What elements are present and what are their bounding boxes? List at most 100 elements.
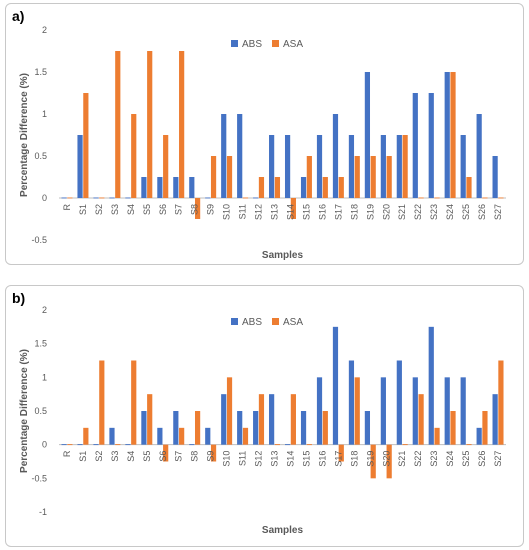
bar-asa-s8 xyxy=(194,411,201,445)
bar-abs-s22 xyxy=(412,377,418,445)
x-tick-label: S24 xyxy=(445,204,455,220)
bar-abs-s18 xyxy=(348,360,355,445)
x-tick-label: S14 xyxy=(285,451,295,467)
bar-asa-s18 xyxy=(354,377,360,445)
bar-asa-s1 xyxy=(83,427,89,445)
bar-asa-s20 xyxy=(386,444,392,479)
x-tick-label: S8 xyxy=(190,204,200,215)
bar-asa-s12 xyxy=(258,177,265,198)
bar-abs-s16 xyxy=(316,135,323,198)
bar-asa-s16 xyxy=(322,411,328,445)
x-tick-label: R xyxy=(62,204,72,211)
bar-abs-s7 xyxy=(173,177,179,198)
x-tick-label: S12 xyxy=(254,451,264,467)
bar-abs-s6 xyxy=(157,427,163,445)
bar-abs-s7 xyxy=(173,411,179,445)
bar-asa-s6 xyxy=(163,444,169,462)
x-tick-label: S27 xyxy=(493,451,503,467)
bar-chart-a: -0.5 0 0.5 1 1.5 2 R S1 S2 S3 S4 S5 S6 S7 S8 S9 S10 S11 S1… xyxy=(19,25,506,261)
bar-abs-s1 xyxy=(77,444,83,446)
bar-abs-s18 xyxy=(348,135,355,198)
bar-asa-s9 xyxy=(210,444,217,462)
bar-asa-s2 xyxy=(99,360,105,445)
chart-panel-b: b) -1 -0.5 0 0.5 1 1.5 2 R S1 S2 S3 S4 S5 S6 S7 S8 S9 S10… xyxy=(5,285,524,547)
x-tick-label: S16 xyxy=(317,204,327,220)
bar-asa-s27 xyxy=(498,360,504,445)
bar-abs-s13 xyxy=(269,135,275,198)
x-tick-label: S26 xyxy=(477,204,487,220)
panel-label-b: b) xyxy=(12,290,26,306)
bar-asa-s22 xyxy=(418,197,424,199)
bar-abs-s12 xyxy=(253,411,259,445)
x-tick-label: S5 xyxy=(142,204,152,215)
y-tick-label: -1 xyxy=(39,507,47,517)
bar-abs-s6 xyxy=(157,177,163,198)
bar-asa-s13 xyxy=(274,177,281,198)
bar-asa-s17 xyxy=(338,177,344,198)
legend-swatch-abs xyxy=(231,318,238,325)
y-tick-label: 1.5 xyxy=(34,67,47,77)
x-tick-label: S9 xyxy=(206,451,216,462)
bar-abs-s10 xyxy=(221,394,227,445)
legend-swatch-asa xyxy=(272,318,279,325)
x-tick-label: S25 xyxy=(461,451,471,467)
bar-asa-s22 xyxy=(418,394,424,445)
x-tick-label: S15 xyxy=(301,451,311,467)
bar-abs-s27 xyxy=(492,156,498,198)
bar-abs-s4 xyxy=(125,197,131,199)
bar-asa-s11 xyxy=(242,197,249,199)
x-tick-label: S17 xyxy=(333,204,343,220)
bar-abs-s8 xyxy=(189,177,195,198)
bar-abs-s4 xyxy=(125,444,131,446)
legend-label-asa: ASA xyxy=(283,39,303,50)
bar-asa-s5 xyxy=(147,394,153,445)
bar-abs-s22 xyxy=(412,93,418,198)
y-tick-label: 2 xyxy=(42,25,47,35)
x-tick-label: S11 xyxy=(238,451,248,466)
x-tick-label: S13 xyxy=(270,204,280,220)
bar-abs-s14 xyxy=(284,444,291,446)
bar-asa-s26 xyxy=(482,197,488,199)
bar-asa-s15 xyxy=(306,156,312,198)
bar-asa-s3 xyxy=(115,51,121,198)
bar-asa-s2 xyxy=(99,197,105,199)
x-tick-label: S21 xyxy=(397,204,407,220)
y-tick-label: 0 xyxy=(42,440,47,450)
x-tick-label: S8 xyxy=(190,451,200,462)
bar-abs-s16 xyxy=(316,377,323,445)
x-tick-label: R xyxy=(62,450,72,457)
x-tick-label: S27 xyxy=(493,204,503,220)
x-tick-label: S22 xyxy=(413,204,423,220)
bar-abs-s11 xyxy=(237,114,243,198)
x-tick-label: S10 xyxy=(222,451,232,467)
y-axis-title: Percentage Difference (%) xyxy=(19,73,30,197)
bar-abs-s8 xyxy=(189,444,195,446)
bar-abs-r xyxy=(61,197,67,199)
x-tick-label: S13 xyxy=(270,451,280,467)
bar-abs-s11 xyxy=(237,411,243,445)
bar-chart-b: -1 -0.5 0 0.5 1 1.5 2 R S1 S2 S3 S4 S5 S6 S7 S8 S9 S10 S11… xyxy=(19,305,506,536)
x-tick-label: S19 xyxy=(365,451,375,467)
chart-panel-a: a) -0.5 0 0.5 1 1.5 2 R S1 S2 S3 S4 S5 S6 S7 S8 S9 S10 S1… xyxy=(5,3,524,265)
bar-asa-s23 xyxy=(434,427,440,445)
bar-abs-s26 xyxy=(476,427,482,445)
bar-asa-s12 xyxy=(258,394,265,445)
y-tick-label: 0 xyxy=(42,193,47,203)
y-tick-label: -0.5 xyxy=(31,473,47,483)
bar-abs-s10 xyxy=(221,114,227,198)
bar-abs-s21 xyxy=(396,135,402,198)
bar-abs-s2 xyxy=(93,197,99,199)
bar-asa-s3 xyxy=(115,444,121,446)
bar-asa-s10 xyxy=(226,377,233,445)
y-tick-label: 2 xyxy=(42,305,47,315)
x-tick-label: S26 xyxy=(477,451,487,467)
bar-asa-s19 xyxy=(370,156,376,198)
panel-label-a: a) xyxy=(12,8,25,24)
legend-swatch-asa xyxy=(272,40,279,47)
x-tick-label: S2 xyxy=(94,204,104,215)
bar-abs-s9 xyxy=(205,427,211,445)
bar-asa-s15 xyxy=(306,444,312,446)
x-tick-label: S3 xyxy=(110,204,120,215)
y-axis-title: Percentage Difference (%) xyxy=(19,349,30,473)
x-tick-label: S9 xyxy=(206,204,216,215)
